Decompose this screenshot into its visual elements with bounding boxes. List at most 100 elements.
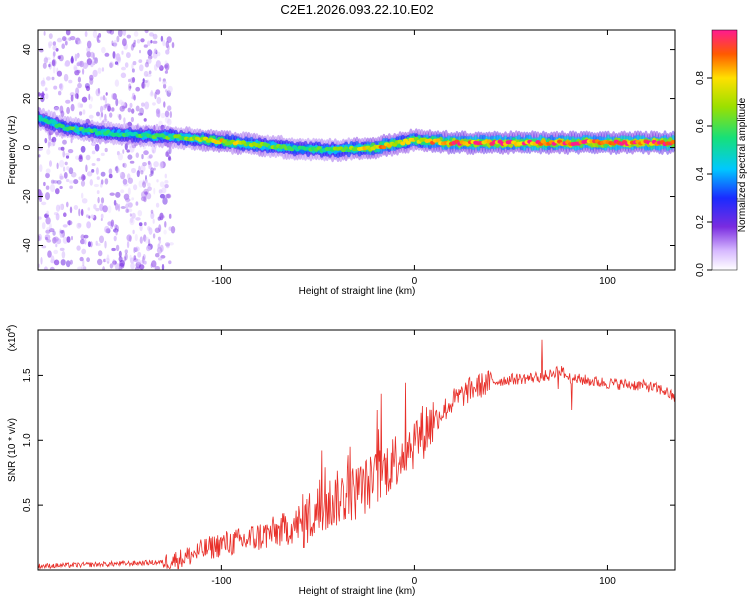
noise-speck xyxy=(163,229,167,235)
noise-speck xyxy=(38,92,41,97)
noise-speck xyxy=(109,263,114,269)
noise-speck xyxy=(129,213,132,217)
noise-speck xyxy=(143,80,148,83)
noise-speck xyxy=(96,190,100,195)
noise-speck xyxy=(52,180,59,184)
noise-speck xyxy=(91,169,95,173)
noise-speck xyxy=(78,176,82,180)
noise-speck xyxy=(127,202,133,208)
noise-speck xyxy=(127,187,131,196)
noise-speck xyxy=(80,234,85,240)
noise-speck xyxy=(152,33,158,40)
noise-speck xyxy=(155,202,160,208)
noise-speck xyxy=(112,51,116,59)
noise-speck xyxy=(38,263,41,268)
noise-speck xyxy=(124,143,128,151)
noise-speck xyxy=(81,96,88,103)
noise-speck xyxy=(147,186,152,192)
noise-speck xyxy=(106,254,110,261)
noise-speck xyxy=(164,242,171,247)
noise-speck xyxy=(111,107,115,112)
noise-speck xyxy=(39,48,44,53)
noise-speck xyxy=(53,106,60,111)
noise-speck xyxy=(151,145,157,154)
colorbar-tick-label: 0.6 xyxy=(695,119,706,133)
noise-speck xyxy=(122,178,128,185)
noise-speck xyxy=(161,187,167,194)
noise-speck xyxy=(148,227,153,235)
noise-speck xyxy=(60,146,65,151)
noise-speck xyxy=(149,173,152,177)
noise-speck xyxy=(138,59,143,63)
spectrogram-ridge-layer xyxy=(38,106,675,163)
noise-speck xyxy=(113,39,118,48)
y-tick-label: 20 xyxy=(22,93,33,105)
noise-speck xyxy=(52,41,57,46)
noise-speck xyxy=(43,181,46,187)
noise-speck xyxy=(43,266,48,270)
noise-speck xyxy=(95,240,98,246)
noise-speck xyxy=(80,180,86,187)
noise-speck xyxy=(155,89,161,95)
noise-speck xyxy=(38,235,41,242)
noise-speck xyxy=(68,79,73,84)
noise-speck xyxy=(66,201,69,208)
noise-speck xyxy=(122,162,127,168)
noise-speck xyxy=(107,205,112,214)
noise-speck xyxy=(88,103,93,109)
noise-speck xyxy=(163,101,166,108)
noise-speck xyxy=(140,170,144,175)
noise-speck xyxy=(145,179,148,184)
noise-speck xyxy=(52,45,57,51)
noise-speck xyxy=(48,222,52,230)
noise-speck xyxy=(96,111,100,117)
noise-speck xyxy=(167,85,173,93)
noise-speck xyxy=(114,61,119,65)
noise-speck xyxy=(109,30,115,35)
noise-speck xyxy=(160,64,163,70)
noise-speck xyxy=(139,107,145,116)
noise-speck xyxy=(52,139,56,147)
noise-speck xyxy=(160,35,164,42)
noise-speck xyxy=(47,139,51,148)
spectrogram-panel: -100 0 100 -40 -20 0 20 40 Height of straight … xyxy=(7,29,676,297)
noise-speck xyxy=(112,93,117,100)
noise-speck xyxy=(146,245,151,252)
noise-speck xyxy=(46,226,51,231)
noise-speck xyxy=(81,198,88,204)
noise-speck xyxy=(148,154,153,159)
noise-speck xyxy=(105,92,108,96)
noise-speck xyxy=(141,154,144,160)
noise-speck xyxy=(147,40,151,47)
noise-speck xyxy=(93,183,99,188)
y-tick-label: 40 xyxy=(22,44,33,56)
noise-speck xyxy=(59,230,64,234)
noise-speck xyxy=(157,51,161,57)
noise-speck xyxy=(87,171,93,177)
noise-speck xyxy=(100,105,103,114)
noise-speck xyxy=(86,51,92,58)
snr-background xyxy=(38,330,675,570)
noise-speck xyxy=(97,196,100,204)
noise-speck xyxy=(132,61,137,66)
noise-speck xyxy=(139,49,141,54)
noise-speck xyxy=(130,116,134,123)
noise-speck xyxy=(137,112,144,116)
noise-speck xyxy=(165,40,169,49)
noise-speck xyxy=(82,175,86,180)
noise-speck xyxy=(167,157,172,161)
noise-speck xyxy=(46,76,51,81)
noise-speck xyxy=(164,60,168,66)
noise-speck xyxy=(92,56,97,63)
noise-speck xyxy=(131,77,136,83)
noise-speck xyxy=(164,184,169,189)
noise-speck xyxy=(89,74,94,81)
noise-speck xyxy=(111,247,116,252)
noise-speck xyxy=(92,69,98,78)
noise-speck xyxy=(101,46,106,54)
noise-speck xyxy=(122,163,125,168)
noise-speck xyxy=(127,208,130,213)
noise-speck xyxy=(112,260,117,265)
noise-speck xyxy=(42,62,47,69)
noise-speck xyxy=(150,167,154,175)
